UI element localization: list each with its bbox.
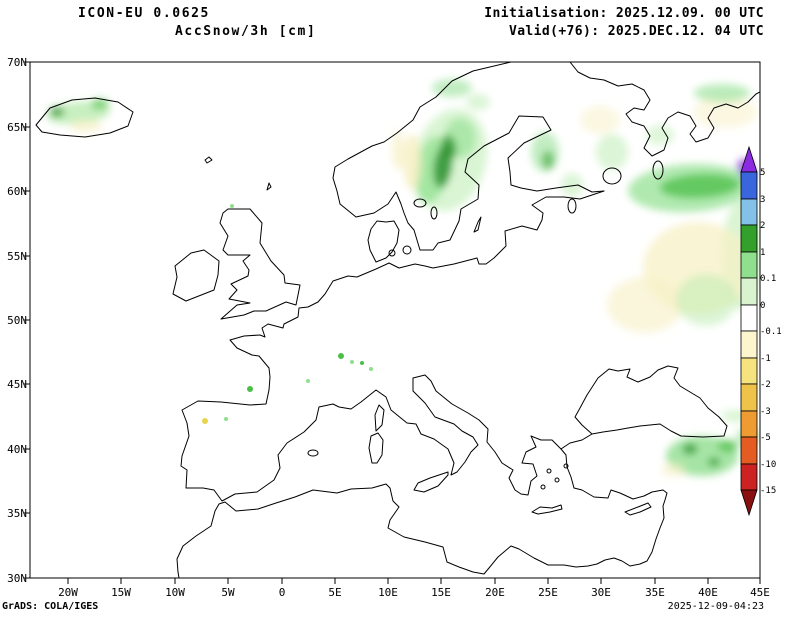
coast-ireland (172, 249, 220, 302)
lon-tick-marks (67, 578, 761, 584)
island-zealand (402, 245, 412, 255)
lat-tick-label: 30N (7, 572, 27, 585)
coast-turkey-africa (176, 448, 668, 578)
colorbar-arrow-down (740, 489, 758, 517)
lat-tick-label: 35N (7, 507, 27, 520)
lat-tick-label: 45N (7, 378, 27, 391)
lon-tick-label: 45E (750, 586, 770, 599)
lake-peipus (567, 198, 577, 214)
lon-tick-label: 10W (165, 586, 185, 599)
island-shetland (266, 182, 272, 191)
colorbar-segment (740, 436, 758, 465)
colorbar-label: -0.1 (760, 327, 782, 337)
lon-tick-label: 25E (538, 586, 558, 599)
lat-tick-label: 60N (7, 185, 27, 198)
lon-tick-label: 35E (645, 586, 665, 599)
colorbar-label: -3 (760, 407, 771, 417)
coast-white-sea (569, 62, 760, 157)
lon-tick-label: 20W (58, 586, 78, 599)
lon-tick-label: 30E (591, 586, 611, 599)
colorbar-segment (740, 357, 758, 385)
colorbar-segment (740, 171, 758, 200)
lat-tick-label: 40N (7, 443, 27, 456)
island-sicily (413, 471, 449, 493)
island-faroe (204, 156, 213, 164)
lat-tick-label: 55N (7, 250, 27, 263)
lake-onega (652, 160, 664, 180)
colorbar-labels: 5 3 2 1 0.1 0 -0.1 -1 -2 -3 -5 -10 -15 (760, 168, 782, 496)
model-title: ICON-EU 0.0625 (78, 6, 210, 21)
lon-tick-label: 10E (378, 586, 398, 599)
colorbar-label: 2 (760, 221, 765, 231)
aegean-island (540, 484, 546, 490)
field-title: AccSnow/3h [cm] (175, 24, 317, 39)
colorbar: 5 3 2 1 0.1 0 -0.1 -1 -2 -3 -5 -10 -15 (740, 145, 782, 517)
colorbar-label: 0.1 (760, 274, 776, 284)
snow-specks (202, 204, 373, 424)
colorbar-segment (740, 251, 758, 279)
lon-tick-label: 40E (698, 586, 718, 599)
colorbar-label: -2 (760, 380, 771, 390)
lat-axis-labels: 70N 65N 60N 55N 50N 45N 40N 35N 30N (7, 56, 27, 585)
lake-vattern (430, 206, 438, 220)
map-frame (24, 61, 761, 584)
colorbar-label: -10 (760, 460, 776, 470)
grads-credit: GrADS: COLA/IGES (2, 601, 99, 612)
island-crete (531, 504, 563, 515)
coastlines (35, 62, 760, 578)
island-gotland (473, 216, 482, 233)
colorbar-segment (740, 410, 758, 438)
generation-timestamp: 2025-12-09-04:23 (667, 601, 764, 612)
lon-tick-label: 5E (328, 586, 341, 599)
colorbar-label: -1 (760, 354, 771, 364)
aegean-island (563, 463, 569, 469)
colorbar-segment (740, 383, 758, 412)
colorbar-label: -5 (760, 433, 771, 443)
colorbar-segment (740, 330, 758, 359)
colorbar-segment (740, 198, 758, 226)
colorbar-label: 3 (760, 195, 765, 205)
colorbar-label: -15 (760, 486, 776, 496)
lat-tick-label: 70N (7, 56, 27, 69)
colorbar-label: 0 (760, 301, 765, 311)
island-sardinia (368, 432, 384, 464)
lon-tick-label: 5W (221, 586, 235, 599)
colorbar-label: 1 (760, 248, 765, 258)
lake-ladoga (602, 167, 622, 185)
island-cyprus (624, 502, 652, 516)
lat-tick-label: 65N (7, 121, 27, 134)
lon-tick-label: 0 (279, 586, 286, 599)
colorbar-segment (740, 277, 758, 306)
aegean-island (554, 477, 560, 483)
colorbar-segment (740, 463, 758, 491)
lat-tick-marks (24, 61, 30, 579)
snow-shading (46, 79, 760, 477)
island-mallorca (307, 449, 319, 457)
coast-denmark (367, 220, 400, 263)
lake-vanern (413, 198, 427, 208)
lon-tick-label: 15W (111, 586, 131, 599)
lat-tick-label: 50N (7, 314, 27, 327)
map-area (35, 62, 760, 578)
lon-axis-labels: 20W 15W 10W 5W 0 5E 10E 15E 20E 25E 30E … (58, 586, 770, 599)
colorbar-segment (740, 224, 758, 253)
coast-iceland (35, 97, 134, 138)
island-funen (388, 249, 396, 257)
island-corsica (374, 404, 385, 432)
valid-time: Valid(+76): 2025.DEC.12. 04 UTC (508, 24, 764, 39)
coast-great-britain (219, 208, 301, 320)
init-time: Initialisation: 2025.12.09. 00 UTC (484, 6, 764, 21)
colorbar-segment (740, 304, 758, 332)
lon-tick-label: 20E (485, 586, 505, 599)
aegean-island (546, 468, 552, 474)
coast-mainland (180, 190, 728, 502)
lon-tick-label: 15E (431, 586, 451, 599)
colorbar-label: 5 (760, 168, 765, 178)
coast-scandinavia (332, 62, 605, 251)
